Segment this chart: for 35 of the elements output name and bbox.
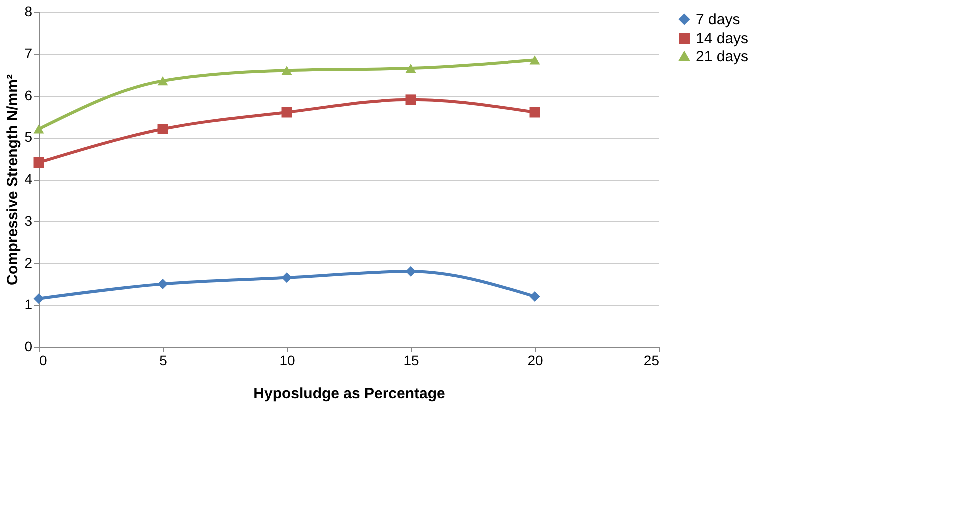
point	[34, 124, 44, 134]
point	[158, 76, 168, 86]
point	[406, 94, 416, 106]
y-tick-label: 2	[24, 254, 33, 271]
point	[282, 66, 292, 76]
x-tick-label: 25	[644, 352, 660, 368]
y-tick-label: 3	[24, 212, 33, 229]
x-tick-label: 20	[528, 352, 544, 368]
point	[34, 158, 44, 168]
y-tick-label: 6	[24, 87, 33, 104]
x-tick-label: 0	[40, 352, 48, 368]
x-tick-label: 10	[280, 352, 296, 368]
point	[406, 64, 416, 74]
legend-label: 21 days	[696, 48, 749, 66]
point	[530, 107, 540, 118]
y-tick-label: 1	[24, 296, 33, 313]
y-axis-title: Compressive Strength N/mm²	[4, 74, 22, 286]
point	[282, 107, 292, 118]
point	[530, 56, 540, 65]
x-axis-title: Hyposludge as Percentage	[254, 386, 446, 402]
y-tick-label: 0	[24, 338, 33, 354]
point	[34, 294, 44, 304]
point	[282, 272, 292, 284]
point	[530, 292, 540, 302]
y-tick-label: 8	[24, 4, 33, 20]
legend-label: 14 days	[696, 30, 749, 48]
y-tick-label: 5	[24, 129, 33, 146]
point	[158, 278, 168, 290]
y-tick-label: 7	[24, 45, 33, 62]
legend-label: 7 days	[696, 12, 740, 28]
point	[158, 124, 168, 134]
y-tick-label: 4	[24, 171, 33, 187]
x-tick-label: 15	[404, 352, 420, 368]
point	[406, 266, 416, 277]
x-tick-label: 5	[160, 352, 168, 368]
